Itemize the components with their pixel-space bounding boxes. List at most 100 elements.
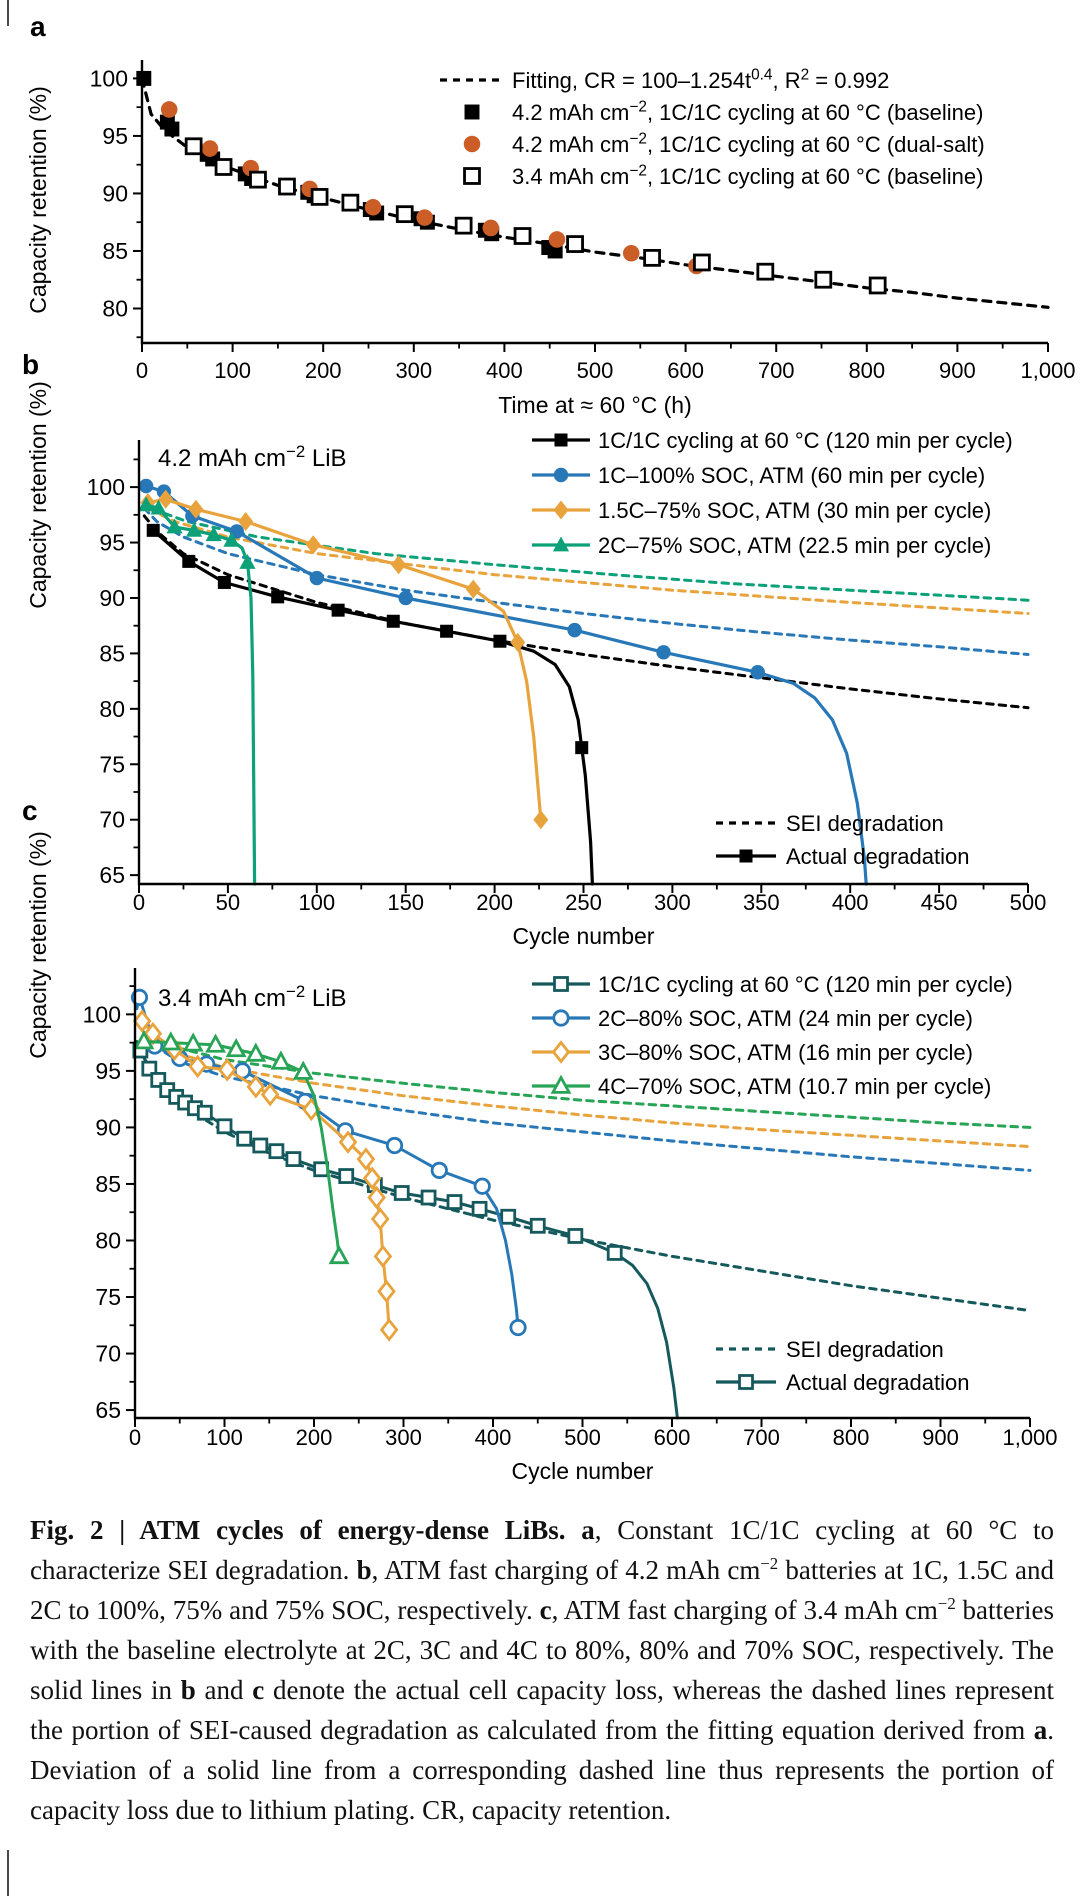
- panel-b-marker-actual-1c1c: [493, 634, 507, 648]
- panel-b-marker-actual-1c-100soc: [138, 478, 154, 494]
- panel-c-inset-legend-label: Actual degradation: [786, 1370, 969, 1395]
- panel-a-x-tick-label: 300: [395, 358, 432, 383]
- panel-a-legend-label: 3.4 mAh cm−2, 1C/1C cycling at 60 °C (ba…: [512, 163, 983, 189]
- panel-b-marker-actual-2c-75soc: [223, 531, 240, 547]
- panel-b-legend-label: 1.5C–75% SOC, ATM (30 min per cycle): [598, 498, 991, 523]
- panel-c-marker-actual-3c-80soc: [132, 1009, 152, 1033]
- panel-c-marker-actual-1c1c: [393, 1185, 410, 1201]
- panel-b-x-tick-label: 250: [565, 890, 602, 915]
- panel-letter-a: a: [30, 11, 46, 42]
- panel-a-legend-marker-sample: [463, 167, 481, 185]
- panel-a-y-tick-label: 95: [102, 123, 128, 149]
- panel-b-x-tick-label: 200: [476, 890, 513, 915]
- panel-b-marker-actual-1p5c-75soc: [158, 489, 174, 509]
- panel-b-line-sei-2c-75soc: [151, 507, 1030, 602]
- caption-bold-text: b: [356, 1555, 372, 1585]
- panel-b-y-tick-label: 80: [99, 696, 125, 722]
- panel-c-x-tick-label: 800: [833, 1425, 870, 1450]
- panel-b-inset-legend-marker-sample: [739, 849, 753, 863]
- panel-b-inset-legend-label: Actual degradation: [786, 844, 969, 869]
- panel-a-marker-baseline-3p4: [814, 270, 833, 289]
- panel-c-y-axis-label: Capacity retention (%): [25, 831, 51, 1059]
- panel-b-marker-actual-2c-75soc: [166, 518, 183, 534]
- panel-b-marker-actual-2c-75soc: [239, 554, 256, 569]
- panel-c-marker-actual-1c1c: [606, 1245, 623, 1261]
- panel-a-y-tick-label: 100: [90, 65, 128, 91]
- panel-c-line-actual-1c1c: [135, 1040, 679, 1420]
- panel-c-legend-label: 1C/1C cycling at 60 °C (120 min per cycl…: [598, 972, 1013, 997]
- panel-c-marker-actual-1c1c: [285, 1151, 302, 1167]
- panel-c-line-sei-2c-80soc: [142, 1037, 1032, 1172]
- panel-b-marker-actual-1c-100soc: [398, 590, 413, 606]
- panel-a-marker-baseline-3p4: [310, 188, 329, 206]
- panel-b-legend-marker-sample: [554, 433, 568, 447]
- panel-b-marker-actual-1c1c: [217, 575, 231, 589]
- caption-text: . Deviation of a solid line from a corre…: [30, 1715, 1054, 1825]
- panel-c-legend-marker-sample: [552, 1009, 570, 1027]
- panel-a-legend-label: 4.2 mAh cm−2, 1C/1C cycling at 60 °C (ba…: [512, 99, 983, 125]
- panel-a: 0 100 200 300 400 500 600 700 800 900 1,000 80 85 90 9…: [25, 11, 1076, 418]
- panel-c-x-tick-label: 600: [654, 1425, 691, 1450]
- panel-b-x-tick-label: 450: [921, 890, 958, 915]
- panel-b-x-tick-label: 350: [743, 890, 780, 915]
- panel-c-y-tick-label: 100: [83, 1001, 121, 1027]
- panel-c-x-tick-label: 400: [475, 1425, 512, 1450]
- panel-a-marker-dual-salt-4p2: [548, 231, 566, 248]
- caption-bold-text: a: [581, 1515, 595, 1545]
- panel-c-marker-actual-2c-80soc: [473, 1177, 491, 1195]
- panel-b-marker-actual-1p5c-75soc: [238, 511, 254, 531]
- panel-a-marker-baseline-3p4: [868, 276, 887, 295]
- caption-bold-text: c: [252, 1675, 265, 1705]
- panel-b-marker-actual-1p5c-75soc: [391, 555, 407, 575]
- panel-a-y-tick-label: 80: [102, 295, 128, 321]
- panel-a-marker-baseline-4p2: [164, 121, 180, 137]
- panel-b-y-tick-label: 70: [99, 807, 125, 833]
- panel-b-legend-label: 2C–75% SOC, ATM (22.5 min per cycle): [598, 533, 991, 558]
- panel-c: 0 100 200 300 400 500 600 700 800 900 1,0006570758…: [22, 795, 1058, 1484]
- panel-c-marker-actual-2c-80soc: [430, 1161, 448, 1179]
- panel-a-y-axis-label: Capacity retention (%): [25, 86, 51, 314]
- figure-caption: Fig. 2 | ATM cycles of energy-dense LiBs…: [30, 1510, 1054, 1830]
- panel-letter-c: c: [22, 795, 38, 826]
- panel-b-y-axis-label: Capacity retention (%): [25, 381, 51, 609]
- panel-c-marker-actual-3c-80soc: [217, 1058, 237, 1082]
- panel-a-y-tick-label: 90: [102, 180, 128, 206]
- panel-a-legend-marker-sample: [464, 104, 480, 120]
- panel-b-x-axis-label: Cycle number: [513, 923, 655, 949]
- panel-c-x-tick-label: 0: [129, 1425, 141, 1450]
- panel-b-marker-actual-1p5c-75soc: [510, 632, 526, 652]
- panel-c-marker-actual-4c-70soc: [160, 1031, 182, 1051]
- caption-text: , Constant 1C/1C cycling at 60 °C to cha…: [30, 1515, 1054, 1585]
- panel-b-marker-actual-1p5c-75soc: [305, 535, 321, 555]
- panel-c-line-actual-2c-80soc: [135, 995, 520, 1329]
- panel-c-marker-actual-3c-80soc: [338, 1130, 358, 1154]
- caption-bold-text: a: [1033, 1715, 1048, 1745]
- panel-c-x-tick-label: 700: [743, 1425, 780, 1450]
- caption-text: and: [195, 1675, 253, 1705]
- panel-b-legend-marker-sample: [552, 536, 570, 552]
- panel-a-marker-dual-salt-4p2: [416, 209, 433, 226]
- panel-b-marker-actual-1c1c: [182, 554, 196, 568]
- panel-c-marker-actual-3c-80soc: [188, 1054, 207, 1079]
- panel-a-legend-marker-sample: [463, 135, 481, 153]
- panel-a-marker-dual-salt-4p2: [622, 244, 640, 262]
- panel-b-x-tick-label: 500: [1010, 890, 1047, 915]
- panel-letter-b: b: [22, 349, 39, 380]
- panel-c-x-tick-label: 300: [385, 1425, 422, 1450]
- panel-a-marker-baseline-3p4: [693, 253, 711, 272]
- caption-text: , ATM fast charging of 4.2 mAh cm: [371, 1555, 761, 1585]
- panel-a-marker-baseline-3p4: [643, 248, 661, 267]
- panel-b-marker-actual-2c-75soc: [205, 526, 222, 542]
- panel-c-marker-actual-4c-70soc: [270, 1050, 292, 1070]
- panel-b-x-tick-label: 50: [216, 890, 240, 915]
- panel-c-y-tick-label: 65: [95, 1397, 121, 1423]
- caption-text: batteries with the baseline electrolyte …: [30, 1595, 1054, 1705]
- panel-c-marker-actual-4c-70soc: [182, 1032, 204, 1052]
- panel-a-legend-label: Fitting, CR = 100–1.254t0.4, R2 = 0.992: [512, 67, 889, 93]
- panel-c-x-tick-label: 1,000: [1002, 1425, 1057, 1450]
- panel-b-y-tick-label: 65: [99, 862, 125, 888]
- panel-b-marker-actual-1c1c: [271, 590, 285, 604]
- panel-a-marker-baseline-3p4: [513, 227, 532, 245]
- panel-b-title: 4.2 mAh cm−2 LiB: [158, 442, 347, 472]
